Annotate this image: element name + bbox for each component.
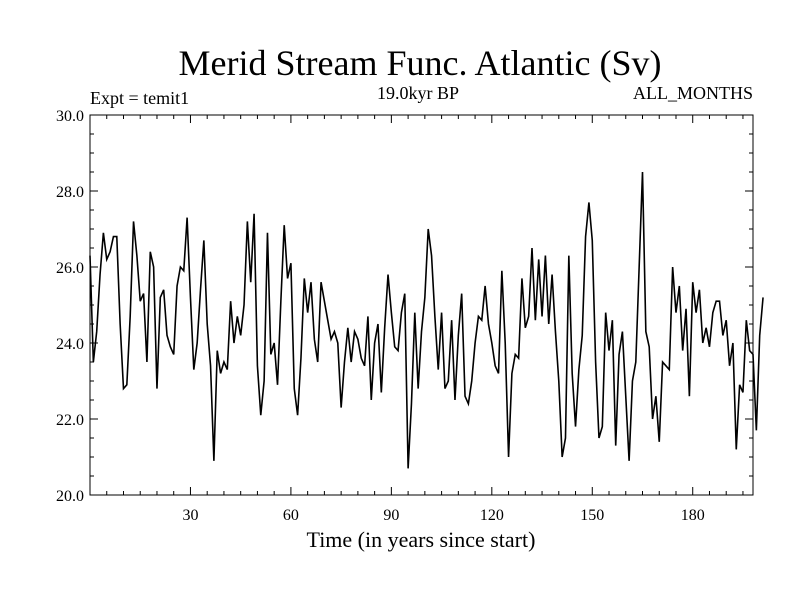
subtitle-center: 19.0kyr BP	[377, 83, 459, 103]
x-tick-label: 30	[182, 507, 198, 524]
y-tick-label: 30.0	[56, 108, 84, 125]
axis-ticks	[90, 114, 753, 496]
y-tick-label: 28.0	[56, 184, 84, 201]
x-tick-label: 90	[383, 507, 399, 524]
x-tick-label: 180	[681, 507, 705, 524]
plot-frame	[89, 114, 754, 496]
subtitle-right: ALL_MONTHS	[633, 83, 753, 103]
y-tick-label: 22.0	[56, 412, 84, 429]
series-line	[89, 171, 764, 469]
x-tick-labels: 30 60 90 120 150 180	[182, 507, 704, 524]
y-tick-labels: 20.0 22.0 24.0 26.0 28.0 30.0	[56, 108, 84, 505]
x-tick-label: 60	[283, 507, 299, 524]
y-tick-label: 20.0	[56, 488, 84, 505]
y-tick-label: 26.0	[56, 260, 84, 277]
x-tick-label: 120	[480, 507, 504, 524]
subtitle-left: Expt = temit1	[90, 88, 189, 108]
y-tick-label: 24.0	[56, 336, 84, 353]
chart-title: Merid Stream Func. Atlantic (Sv)	[179, 43, 662, 83]
x-axis-label: Time (in years since start)	[307, 527, 536, 552]
x-tick-label: 150	[580, 507, 604, 524]
